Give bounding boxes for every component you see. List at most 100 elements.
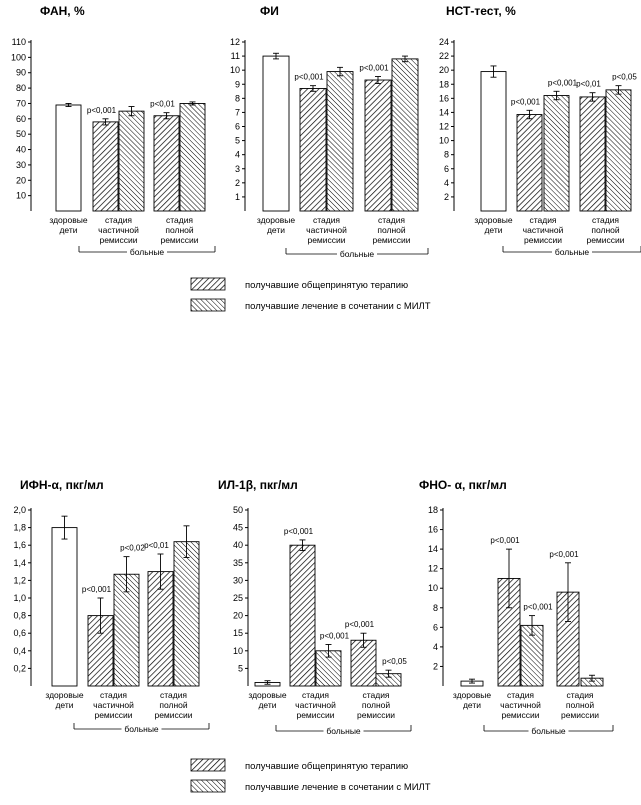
bar — [173, 541, 200, 687]
y-tick-label: 5 — [235, 136, 240, 146]
p-value-label: р<0,01 — [150, 100, 175, 109]
y-tick-label: 8 — [433, 603, 438, 613]
y-tick-label: 110 — [12, 37, 26, 47]
category-label: частичной — [500, 700, 541, 710]
bar — [326, 71, 354, 212]
y-tick-label: 2 — [433, 661, 438, 671]
category-label: ремиссии — [94, 710, 132, 720]
y-tick-label: 35 — [233, 558, 243, 568]
y-tick-label: 12 — [428, 564, 438, 574]
p-value-label: р<0,001 — [549, 550, 579, 559]
category-label: полной — [159, 700, 188, 710]
p-value-label: р<0,001 — [320, 631, 350, 640]
category-label: дети — [55, 700, 73, 710]
y-tick-label: 2 — [235, 178, 240, 188]
category-label: ремиссии — [501, 710, 539, 720]
category-label: здоровые — [248, 690, 286, 700]
y-tick-label: 8 — [235, 93, 240, 103]
p-value-label: р<0,02 — [120, 544, 145, 553]
y-tick-label: 4 — [235, 150, 240, 160]
bar — [55, 104, 82, 212]
y-tick-label: 1,8 — [13, 523, 26, 533]
legend-swatch — [190, 298, 226, 312]
legend-label: получавшие лечение в сочетании с МИЛТ — [245, 301, 431, 312]
y-tick-label: 9 — [235, 79, 240, 89]
bar — [579, 96, 606, 212]
y-tick-label: 6 — [235, 122, 240, 132]
y-tick-label: 12 — [439, 122, 449, 132]
y-tick-label: 30 — [233, 575, 243, 585]
y-tick-label: 80 — [16, 83, 26, 93]
group-label: больные — [340, 249, 375, 259]
p-value-label: р<0,05 — [612, 73, 637, 82]
y-tick-label: 10 — [230, 65, 240, 75]
category-label: полной — [566, 700, 595, 710]
y-tick-label: 4 — [433, 642, 438, 652]
legend-swatch — [190, 758, 226, 772]
y-tick-label: 16 — [428, 525, 438, 535]
category-label: стадия — [302, 690, 329, 700]
bar — [299, 88, 327, 212]
category-label: дети — [258, 700, 276, 710]
group-label: больные — [124, 724, 159, 734]
p-value-label: р<0,001 — [523, 603, 553, 612]
category-label: полной — [377, 225, 406, 235]
y-tick-label: 10 — [439, 136, 449, 146]
y-tick-label: 22 — [439, 51, 449, 61]
category-label: здоровые — [45, 690, 83, 700]
bar — [118, 110, 145, 212]
y-tick-label: 1 — [235, 192, 240, 202]
category-label: стадия — [566, 690, 593, 700]
chart-title: ФАН, % — [40, 4, 85, 18]
bar — [605, 89, 632, 212]
bar — [391, 58, 419, 212]
bar — [179, 103, 206, 212]
y-tick-label: 70 — [16, 98, 26, 108]
chart-1: ФАН, % 10 20 30 40 50 60 70 80 90 100 110 р<0,001 р<0… — [11, 4, 216, 257]
bar — [153, 115, 180, 212]
category-label: стадия — [529, 215, 556, 225]
bar — [147, 571, 174, 687]
group-label: больные — [531, 726, 566, 736]
p-value-label: р<0,001 — [548, 78, 578, 87]
p-value-label: р<0,001 — [82, 585, 112, 594]
category-label: ремиссии — [307, 235, 345, 245]
p-value-label: р<0,001 — [345, 620, 375, 629]
p-value-label: р<0,01 — [144, 541, 169, 550]
y-tick-label: 2,0 — [13, 505, 26, 515]
y-tick-label: 18 — [439, 79, 449, 89]
y-tick-label: 50 — [16, 129, 26, 139]
p-value-label: р<0,001 — [284, 527, 314, 536]
legend-2: получавшие общепринятую терапию получавши… — [190, 758, 431, 793]
y-tick-label: 7 — [235, 107, 240, 117]
bar — [51, 527, 78, 687]
y-tick-label: 50 — [233, 505, 243, 515]
category-label: стадия — [592, 215, 619, 225]
category-label: полной — [591, 225, 620, 235]
y-tick-label: 14 — [428, 544, 438, 554]
chart-title: ФИ — [260, 4, 279, 18]
group-label: больные — [130, 247, 165, 257]
legend-1: получавшие общепринятую терапию получавши… — [190, 277, 431, 312]
y-tick-label: 20 — [233, 611, 243, 621]
category-label: ремиссии — [561, 710, 599, 720]
category-label: здоровые — [474, 215, 512, 225]
category-label: частичной — [93, 700, 134, 710]
category-label: ремиссии — [296, 710, 334, 720]
p-value-label: р<0,001 — [490, 536, 520, 545]
chart-title: ФНО- α, пкг/мл — [419, 478, 507, 492]
y-tick-label: 2 — [444, 192, 449, 202]
bar — [543, 95, 570, 212]
y-tick-label: 0,2 — [13, 663, 26, 673]
p-value-label: р<0,001 — [294, 73, 324, 82]
chart-title: ИФН-α, пкг/мл — [20, 478, 104, 492]
y-tick-label: 20 — [439, 65, 449, 75]
category-label: дети — [463, 700, 481, 710]
category-label: частичной — [306, 225, 347, 235]
y-tick-label: 0,6 — [13, 628, 26, 638]
bar — [92, 121, 119, 212]
category-label: стадия — [105, 215, 132, 225]
category-label: стадия — [507, 690, 534, 700]
y-tick-label: 14 — [439, 107, 449, 117]
